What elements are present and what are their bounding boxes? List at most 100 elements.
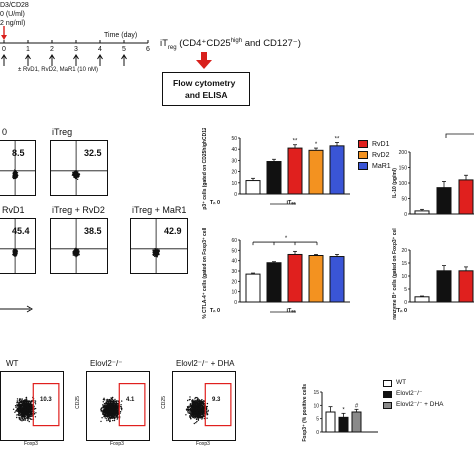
x-group-label: Tₙ 0 <box>210 308 220 314</box>
y-tick-label: 50 <box>231 136 237 142</box>
y-tick-label: 200 <box>399 150 408 156</box>
bar <box>458 270 474 303</box>
flow-plot-title: iTreg + RvD2 <box>52 205 105 215</box>
significance-label: ** <box>335 136 340 142</box>
timeline-tick-label: 5 <box>122 46 126 53</box>
flow-plot-area: 32.5 <box>50 140 108 196</box>
bar <box>436 187 452 215</box>
y-axis-label: % CTLA-4⁺ cells (gated on Foxp3⁺ cells) <box>202 228 208 319</box>
up-arrow-icon <box>121 54 127 66</box>
significance-label: # <box>355 403 359 409</box>
bar <box>329 256 345 303</box>
flow-plot-area: 38.5 <box>50 218 108 274</box>
timeline-tick-label: 4 <box>98 46 102 53</box>
flow-plot: WT 10.3 Foxp3 <box>0 360 94 452</box>
bar <box>325 411 336 433</box>
y-tick-label: 0 <box>234 300 237 306</box>
bar <box>266 262 282 303</box>
legend-swatch <box>383 402 392 409</box>
bar <box>308 149 324 195</box>
x-group-label: Tₙ 0 <box>210 200 220 206</box>
analysis-box: Flow cytometry and ELISA <box>162 72 250 106</box>
itreg-title: iTreg (CD4⁺CD25high and CD127⁻) <box>160 38 301 52</box>
y-tick-label: 20 <box>231 170 237 176</box>
up-arrow-icon <box>49 54 55 66</box>
flow-plot: iTreg + RvD2 38.5 <box>48 206 136 284</box>
up-arrow-icon <box>73 54 79 66</box>
flow-plot-value: 8.5 <box>12 148 25 158</box>
bar-chart-ctla4: 0 10 20 30 40 50 60 % CTLA-4⁺ cells (gated on F… <box>202 228 350 319</box>
legend-item: WT <box>383 380 474 387</box>
bar <box>245 180 261 195</box>
x-group-label: Tₙ 0 <box>397 308 407 314</box>
legend-swatch <box>358 151 368 159</box>
analysis-line-2: and ELISA <box>185 90 228 100</box>
foxp3-axis-label: Foxp3 <box>110 441 124 447</box>
axis-arrow-icon <box>0 305 33 313</box>
x-group-label: iTₑₑ <box>286 308 295 314</box>
flow-plot: iTreg + MaR1 42.9 <box>128 206 216 284</box>
up-arrow-icon <box>97 54 103 66</box>
flow-plot: RvD1 45.4 <box>0 206 66 284</box>
flow-plot-area: 8.5 <box>0 140 36 196</box>
bar <box>245 273 261 303</box>
bar <box>329 145 345 195</box>
y-tick-label: 0 <box>404 212 407 218</box>
flow-plot-value: 10.3 <box>40 397 52 403</box>
flow-plot-area: 4.1 <box>86 371 150 441</box>
cd25-axis-label: CD25 <box>74 396 81 409</box>
foxp3-axis-label: Foxp3 <box>24 441 38 447</box>
legend-swatch <box>383 391 392 398</box>
significance-label: * <box>285 236 288 242</box>
flow-plot-area: 10.3 <box>0 371 64 441</box>
legend-label: MaR1 <box>372 162 391 170</box>
y-tick-label: 10 <box>401 274 407 280</box>
bar <box>414 210 430 215</box>
y-tick-label: 5 <box>404 287 407 293</box>
y-tick-label: 15 <box>313 390 319 396</box>
y-tick-label: 20 <box>231 279 237 285</box>
timeline-tick-label: 0 <box>2 46 6 53</box>
legend-label: RvD2 <box>372 151 390 159</box>
bar-chart-foxp3-elovl2: 0 5 10 15 Foxp3⁺ (% positive cells) * # <box>302 384 378 442</box>
timeline-tick-label: 6 <box>146 46 150 53</box>
flow-plot-value: 45.4 <box>12 226 30 236</box>
flow-plot-value: 4.1 <box>126 397 135 403</box>
flow-plot-title: WT <box>6 359 19 368</box>
y-tick-label: 50 <box>231 248 237 254</box>
flow-plot-title: iTreg + MaR1 <box>132 205 187 215</box>
y-tick-label: 40 <box>231 147 237 153</box>
flow-plot-title: Elovl2⁻/⁻ + DHA <box>176 359 235 368</box>
stim-label-1: D3/CD28 <box>0 2 29 9</box>
y-tick-label: 60 <box>231 238 237 244</box>
flow-plot-area: 45.4 <box>0 218 36 274</box>
y-tick-label: 150 <box>399 166 408 172</box>
timeline-tick-label: 2 <box>50 46 54 53</box>
bar-chart-il10: 0 50 100 150 200 IL-10 (pg/ml) <box>392 133 474 218</box>
timeline-tick-label: 3 <box>74 46 78 53</box>
down-arrow-icon <box>196 52 212 69</box>
stim-label-2: 0 (U/ml) <box>0 11 25 18</box>
bar-chart-foxp3: 0 10 20 30 40 50 % Foxp3⁺ cells (gated on CD25… <box>202 128 350 210</box>
timeline-tick-label: 1 <box>26 46 30 53</box>
foxp3-axis-label: Foxp3 <box>196 441 210 447</box>
bar <box>287 147 303 195</box>
legend-item: Elovl2⁻/⁻ + DHA <box>383 402 474 409</box>
flow-plot-title: iTreg <box>52 127 73 137</box>
legend-label: WT <box>396 379 407 387</box>
bar <box>266 161 282 195</box>
bar <box>308 255 324 303</box>
flow-plot-title: RvD1 <box>2 205 25 215</box>
significance-label: * <box>342 407 345 413</box>
y-tick-label: 10 <box>231 290 237 296</box>
up-arrow-icon <box>25 54 31 66</box>
significance-label: * <box>315 142 318 148</box>
bar <box>458 179 474 215</box>
flow-plot: iTreg 32.5 <box>48 128 136 206</box>
y-tick-label: 0 <box>404 300 407 306</box>
timeline-diagram <box>0 26 149 66</box>
bar <box>338 416 349 433</box>
stim-label-3: 2 ng/ml) <box>0 20 26 27</box>
y-tick-label: 30 <box>231 158 237 164</box>
significance-label: ** <box>293 139 298 145</box>
